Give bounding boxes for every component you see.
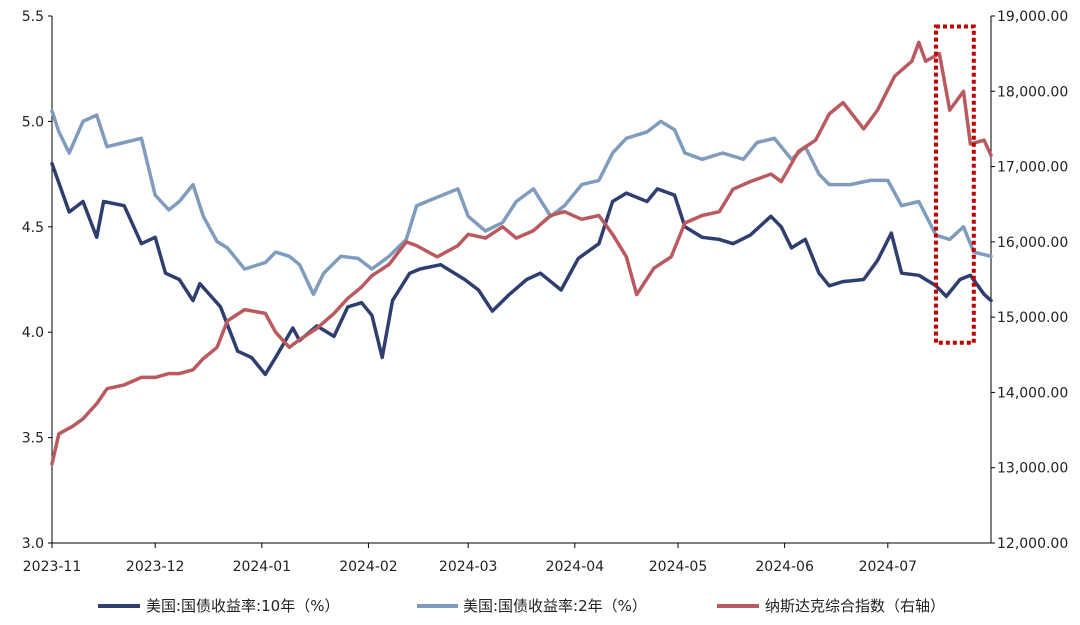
y-right-tick-label: 12,000.00 (997, 536, 1068, 552)
highlight-box (933, 24, 976, 345)
x-tick-label: 2024-01 (233, 559, 292, 575)
y-right-tick-label: 19,000.00 (997, 9, 1068, 25)
y-right-tick-label: 13,000.00 (997, 461, 1068, 477)
series-line-nasdaq (50, 40, 993, 466)
y-right-tick-label: 17,000.00 (997, 160, 1068, 176)
x-tick-label: 2023-12 (126, 559, 185, 575)
legend-label-10y: 美国:国债收益率:10年（%） (146, 597, 339, 615)
y-left-tick-label: 4.0 (22, 325, 44, 341)
y-right-tick-label: 15,000.00 (997, 310, 1068, 326)
legend: 美国:国债收益率:10年（%） 美国:国债收益率:2年（%） 纳斯达克综合指数（… (98, 597, 945, 615)
series-line-2y (50, 109, 993, 297)
series-layer (50, 40, 993, 466)
y-right-tick-label: 18,000.00 (997, 84, 1068, 100)
x-tick-label: 2024-06 (755, 559, 814, 575)
highlight-layer (933, 24, 976, 345)
y-left-tick-label: 5.5 (22, 9, 44, 25)
y-left-tick-label: 3.5 (22, 431, 44, 447)
y-left-tick-label: 3.0 (22, 536, 44, 552)
y-right-tick-label: 14,000.00 (997, 385, 1068, 401)
x-tick-label: 2024-04 (546, 559, 605, 575)
x-tick-label: 2023-11 (23, 559, 82, 575)
y-left-tick-label: 5.0 (22, 114, 44, 130)
legend-label-2y: 美国:国债收益率:2年（%） (463, 597, 647, 615)
axes: 3.0 3.5 4.0 4.5 5.0 5.5 12,000.00 13,000.00 14,0… (22, 9, 1069, 575)
legend-label-nasdaq: 纳斯达克综合指数（右轴） (765, 597, 945, 615)
y-right-tick-label: 16,000.00 (997, 235, 1068, 251)
y-left-tick-label: 4.5 (22, 220, 44, 236)
series-line-10y (50, 161, 993, 377)
x-tick-label: 2024-05 (649, 559, 708, 575)
x-tick-label: 2024-07 (859, 559, 918, 575)
x-tick-label: 2024-02 (339, 559, 398, 575)
x-tick-label: 2024-03 (439, 559, 498, 575)
